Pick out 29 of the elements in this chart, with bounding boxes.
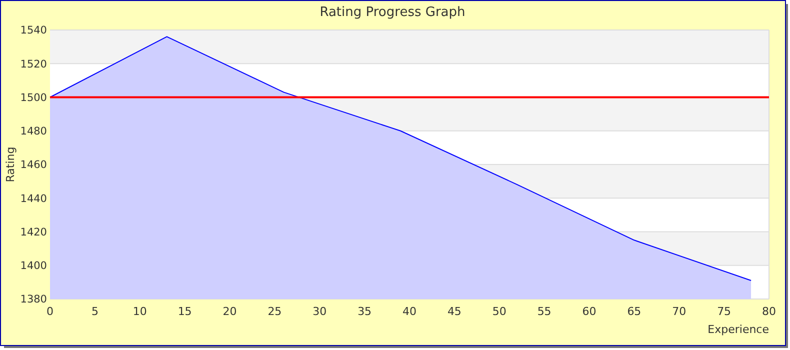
- y-tick-label: 1400: [20, 260, 47, 272]
- chart-title: Rating Progress Graph: [320, 5, 466, 20]
- x-tick-label: 65: [627, 305, 642, 318]
- x-tick-label: 40: [402, 305, 416, 318]
- x-tick-label: 30: [312, 305, 327, 318]
- x-axis-title: Experience: [708, 323, 770, 336]
- x-tick-label: 55: [537, 305, 552, 318]
- y-tick-label: 1520: [20, 58, 47, 70]
- x-tick-label: 20: [222, 305, 237, 318]
- y-tick-label: 1440: [20, 192, 47, 205]
- x-tick-label: 45: [447, 305, 462, 318]
- y-tick-label: 1540: [20, 24, 47, 37]
- x-tick-label: 70: [672, 305, 686, 318]
- x-tick-label: 5: [91, 305, 98, 318]
- x-tick-label: 15: [178, 305, 192, 318]
- x-tick-label: 80: [762, 305, 776, 318]
- x-tick-label: 35: [358, 305, 372, 318]
- y-axis-title: Rating: [4, 146, 17, 182]
- y-tick-label: 1420: [20, 226, 47, 238]
- x-tick-label: 75: [717, 305, 732, 318]
- y-tick-label: 1380: [20, 294, 47, 306]
- x-tick-label: 25: [268, 305, 282, 318]
- x-tick-label: 0: [46, 305, 54, 318]
- y-tick-label: 1480: [20, 126, 47, 138]
- x-tick-label: 60: [582, 305, 596, 318]
- x-tick-label: 10: [132, 305, 147, 318]
- x-tick-label: 50: [492, 305, 506, 318]
- y-tick-label: 1460: [20, 159, 47, 172]
- y-tick-label: 1500: [20, 92, 47, 104]
